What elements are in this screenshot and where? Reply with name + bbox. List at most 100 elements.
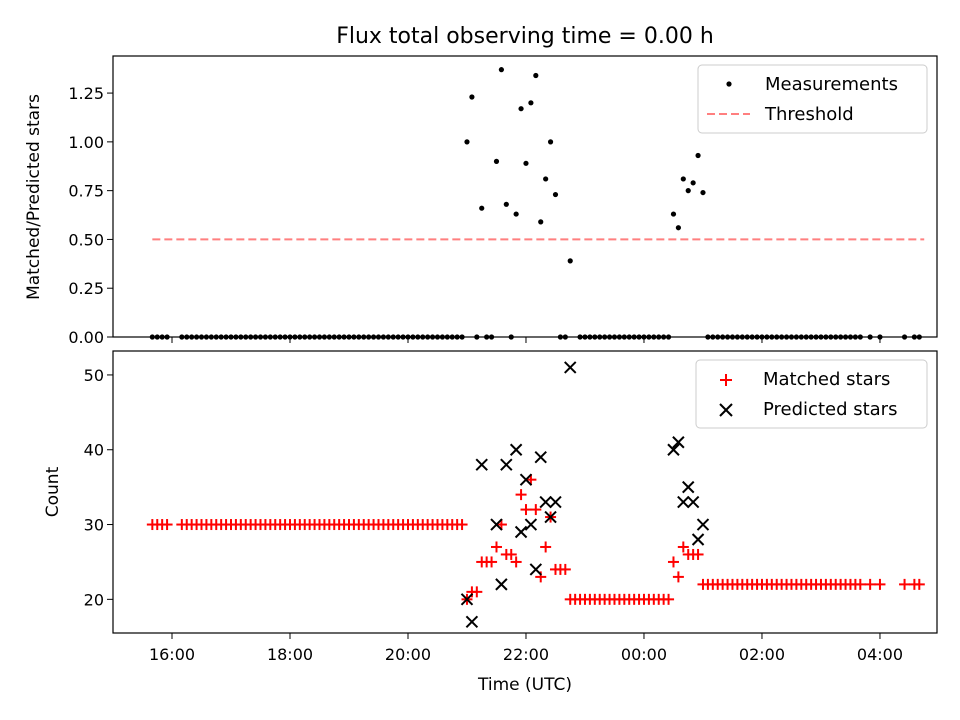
- matched-star-point: [471, 586, 483, 598]
- predicted-star-point: [495, 578, 508, 591]
- measurement-point: [523, 160, 529, 166]
- predicted-star-point: [549, 495, 562, 509]
- x-tick-label: 20:00: [385, 645, 431, 664]
- measurement-point: [469, 94, 475, 100]
- matched-star-point: [899, 578, 911, 590]
- bottom-y-tick-label: 30: [84, 516, 104, 535]
- matched-star-point: [559, 563, 571, 575]
- legend-measurements-marker: [726, 81, 732, 87]
- top-y-axis-label: Matched/Predicted stars: [24, 94, 44, 300]
- matched-star-point: [505, 548, 517, 560]
- predicted-star-point: [514, 525, 528, 539]
- measurement-point: [680, 176, 686, 182]
- predicted-star-point: [682, 480, 695, 494]
- measurement-point: [498, 67, 505, 73]
- top-y-tick-label: 0.75: [68, 182, 104, 201]
- measurement-point: [543, 176, 549, 182]
- x-tick-label: 16:00: [149, 645, 195, 664]
- predicted-star-point: [529, 563, 543, 576]
- measurement-point: [528, 100, 534, 106]
- bottom-y-tick-label: 40: [84, 441, 104, 460]
- matched-star-point: [530, 504, 542, 516]
- bottom-axes-frame: [112, 350, 938, 634]
- matched-star-point: [677, 541, 689, 553]
- top-axes-frame: [112, 55, 938, 338]
- matched-star-point: [874, 578, 886, 590]
- predicted-star-point: [696, 518, 710, 531]
- matched-star-point: [515, 489, 527, 501]
- bottom-y-ticks: 20 30 40 50: [84, 366, 113, 609]
- top-y-tick-label: 1.00: [68, 133, 104, 152]
- measurement-point: [700, 189, 706, 196]
- top-y-tick-label: 0.50: [68, 230, 104, 249]
- bottom-x-ticks: 16:00 18:00 20:00 22:00 00:00 02:00 04:00: [149, 633, 903, 664]
- measurement-point: [552, 191, 559, 198]
- measurement-point: [479, 205, 485, 211]
- top-panel: 0.00 0.25 0.50 0.75 1.00 1.25 Matched/Predict…: [24, 55, 938, 347]
- measurement-point: [513, 211, 519, 217]
- measurement-point: [518, 106, 524, 112]
- bottom-legend-box: [695, 359, 928, 429]
- top-y-ticks: 0.00 0.25 0.50 0.75 1.00 1.25: [68, 84, 113, 347]
- matched-star-point: [663, 593, 675, 605]
- legend-predicted-label: Predicted stars: [763, 399, 897, 420]
- measurement-point: [538, 219, 544, 225]
- matched-star-point: [520, 504, 532, 516]
- predicted-star-point: [500, 458, 513, 471]
- predicted-star-point: [465, 615, 479, 628]
- matched-star-point: [692, 548, 704, 560]
- measurement-point: [533, 72, 539, 79]
- matched-star-point: [667, 556, 679, 568]
- predicted-star-point: [519, 473, 533, 486]
- legend-matched-marker: [720, 374, 732, 386]
- predicted-star-point: [667, 443, 680, 456]
- predicted-star-point: [524, 518, 538, 531]
- measurement-point: [675, 225, 681, 231]
- measurement-point: [493, 158, 500, 164]
- measurement-point: [690, 180, 696, 186]
- predicted-star-point: [539, 495, 552, 509]
- x-tick-label: 18:00: [267, 645, 313, 664]
- chart-title: Flux total observing time = 0.00 h: [336, 24, 714, 49]
- measurement-point: [670, 211, 677, 217]
- x-tick-label: 04:00: [857, 645, 903, 664]
- bottom-marks: [146, 361, 925, 628]
- top-x-ticks: [171, 337, 881, 343]
- matched-star-point: [913, 578, 925, 590]
- top-y-tick-label: 0.00: [68, 328, 104, 347]
- x-tick-label: 00:00: [621, 645, 667, 664]
- predicted-star-point: [564, 361, 577, 374]
- measurement-point: [567, 258, 573, 264]
- legend-predicted-marker: [719, 403, 733, 417]
- bottom-legend: Matched stars Predicted stars: [695, 359, 928, 429]
- legend-matched-label: Matched stars: [763, 369, 890, 390]
- legend-threshold-label: Threshold: [764, 104, 854, 125]
- matched-star-point: [864, 578, 876, 590]
- measurement-point: [503, 201, 509, 207]
- predicted-star-point: [534, 451, 547, 464]
- bottom-panel: 20 30 40 50 16:00 18:00 20:00 22:00 00:00 02:00 0…: [43, 350, 938, 695]
- matched-star-point: [490, 541, 502, 553]
- top-legend-box: [697, 64, 928, 134]
- measurement-point: [547, 139, 554, 145]
- measurement-point: [685, 188, 691, 194]
- predicted-star-point: [691, 533, 705, 546]
- bottom-y-axis-label: Count: [43, 466, 63, 517]
- predicted-star-point: [460, 593, 474, 606]
- matched-star-point: [456, 519, 468, 531]
- matched-star-point: [854, 578, 866, 590]
- top-legend: Measurements Threshold: [697, 64, 928, 134]
- top-y-tick-label: 0.25: [68, 279, 104, 298]
- legend-measurements-label: Measurements: [765, 74, 898, 95]
- matched-star-point: [672, 571, 684, 583]
- x-axis-label: Time (UTC): [477, 675, 572, 695]
- predicted-star-point: [490, 518, 503, 531]
- top-y-tick-label: 1.25: [68, 84, 104, 103]
- bottom-y-tick-label: 20: [84, 590, 104, 609]
- measurement-point: [695, 152, 701, 159]
- predicted-star-point: [677, 495, 690, 509]
- measurement-point: [464, 139, 470, 145]
- matched-star-point: [510, 556, 522, 568]
- predicted-star-point: [672, 436, 685, 449]
